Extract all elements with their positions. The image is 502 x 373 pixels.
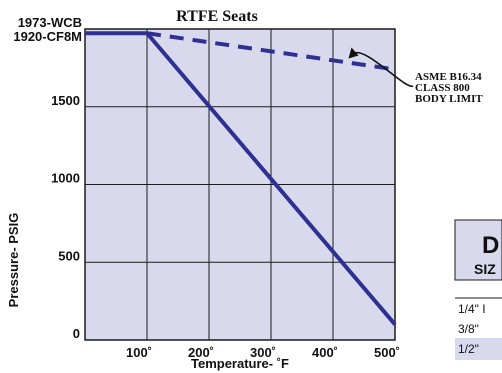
series-line-body-limit <box>146 31 396 72</box>
annotation-line-2: CLASS 800 <box>415 82 470 94</box>
x-tick-label: 200˚ <box>188 345 214 360</box>
table-row-3: 1/2" <box>458 342 479 356</box>
y-special-label-line-1: 1973-WCB <box>18 15 82 30</box>
x-tick-label: 400˚ <box>312 345 338 360</box>
table-header-cell <box>454 219 502 281</box>
y-tick-label: 0 <box>73 326 80 341</box>
table-subheader: SIZ <box>474 261 496 277</box>
table-header-letter: D <box>482 232 499 259</box>
chart-title: RTFE Seats <box>176 8 258 25</box>
y-tick-label: 500 <box>58 248 80 263</box>
table-row-1: 1/4" I <box>458 302 486 316</box>
table-row-highlight <box>455 338 502 360</box>
y-tick-label: 1000 <box>51 171 80 186</box>
y-tick-label: 1500 <box>51 93 80 108</box>
x-tick-label: 300˚ <box>250 345 276 360</box>
x-tick-labels: 100˚ 200˚ 300˚ 400˚ 500˚ <box>126 345 400 360</box>
y-axis-label: Pressure- PSIG <box>6 213 21 308</box>
annotation-line-1: ASME B16.34 <box>415 71 482 83</box>
annotation-line-3: BODY LIMIT <box>415 93 483 105</box>
annotation-arrowhead <box>348 47 359 59</box>
table-row-2: 3/8" <box>458 322 479 336</box>
y-tick-labels: 0 500 1000 1500 <box>51 93 80 341</box>
table-fragment: D SIZ 1/4" I 3/8" 1/2" <box>454 219 502 360</box>
y-special-label-line-2: 1920-CF8M <box>13 29 82 44</box>
x-axis-label: Temperature- ˚F <box>191 356 289 371</box>
series-layer <box>85 31 397 326</box>
grid-lines <box>85 29 395 340</box>
x-tick-label: 500˚ <box>374 345 400 360</box>
annotation-arrow <box>351 51 414 87</box>
x-tick-label: 100˚ <box>126 345 152 360</box>
